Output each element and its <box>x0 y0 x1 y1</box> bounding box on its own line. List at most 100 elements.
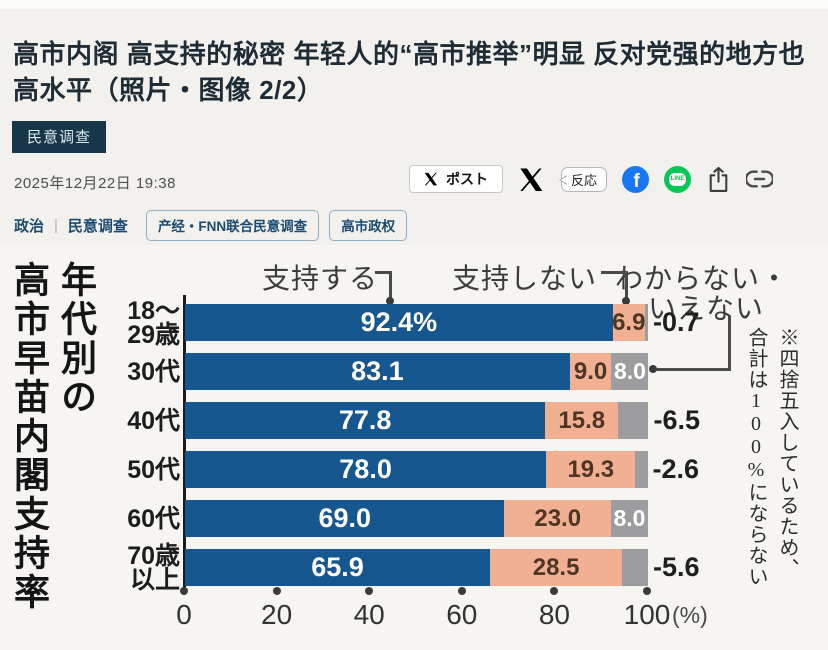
value-label-outside: -0.7 <box>653 307 700 337</box>
bar-segment-support: 69.0 <box>185 500 505 537</box>
link-icon[interactable] <box>746 169 773 189</box>
line-icon[interactable]: LINE <box>664 165 691 193</box>
value-label: 8.0 <box>613 358 646 384</box>
bar-row: 65.9 28.5 -5.6 <box>185 549 700 586</box>
x-post-label: ポスト <box>445 171 488 187</box>
category-label: 30代 <box>127 357 180 386</box>
category-label: 40代 <box>127 406 180 435</box>
value-label: 28.5 <box>532 553 580 581</box>
reaction-button[interactable]: 反応 <box>558 166 607 192</box>
x-tick-label: 80 <box>538 599 570 630</box>
value-label-outside: -2.6 <box>652 454 700 484</box>
bar-row: 69.0 23.0 8.0 <box>185 500 648 537</box>
legend-oppose: 支持しない <box>452 263 598 294</box>
connector-oppose-h <box>601 271 628 274</box>
value-label: 9.0 <box>573 357 608 385</box>
x-tick-dot <box>643 587 651 595</box>
bar-segment-unknown: 8.0 <box>610 500 648 537</box>
facebook-icon[interactable]: f <box>622 165 649 193</box>
category-label: 50代 <box>127 455 180 484</box>
bar-segment-support: 78.0 <box>185 451 547 488</box>
chart-vertical-title: 年代別の 高市早苗内閣支持率 <box>9 261 97 612</box>
publish-date: 2025年12月22日 19:38 <box>14 175 176 192</box>
plot-area: 92.4% 6.9 -0.7 83.1 9.0 8.0 77.8 15.8 -6.5 78.0 19… <box>185 304 700 587</box>
tag-chip-takaichi-government[interactable]: 高市政权 <box>329 210 408 241</box>
legend-support: 支持する <box>262 263 379 294</box>
bar-segment-oppose: 23.0 <box>504 500 611 537</box>
connector-support-v <box>389 271 392 301</box>
bar-segment-unknown <box>644 304 648 341</box>
tag-link-politics[interactable]: 政治 <box>14 218 45 235</box>
chart-note: ※四捨五入しているため、 合計は100%にならない <box>745 327 798 587</box>
x-tick-dot <box>550 587 559 595</box>
value-label: 78.0 <box>339 454 392 484</box>
y-axis-line <box>183 295 186 589</box>
value-label: 65.9 <box>311 552 364 582</box>
approval-chart: 年代別の 高市早苗内閣支持率 支持する 支持しない わからない・ いえない 18… <box>0 245 828 650</box>
x-post-button[interactable]: ポスト <box>408 165 503 193</box>
category-label: 18〜 29歳 <box>127 296 180 349</box>
title-line-2: 高水平（照片・图像 2/2） <box>13 75 324 105</box>
connector-support-dot <box>386 297 394 305</box>
value-label-outside: -5.6 <box>653 552 700 582</box>
connector-oppose-v <box>625 271 628 301</box>
bar-segment-support: 65.9 <box>185 549 491 586</box>
bar-row: 92.4% 6.9 -0.7 <box>185 304 700 341</box>
bar-row: 77.8 15.8 -6.5 <box>185 402 700 439</box>
share-icon[interactable] <box>706 166 731 193</box>
x-tick-label: 0 <box>176 599 192 630</box>
x-tick-dot <box>457 587 466 595</box>
page-title: 高市内阁 高支持的秘密 年轻人的“高市推举”明显 反对党强的地方也 高水平（照片… <box>13 36 813 108</box>
connector-unknown-v <box>728 316 731 371</box>
x-logo-icon-small <box>424 172 438 186</box>
title-line-1: 高市内阁 高支持的秘密 年轻人的“高市推举”明显 反对党强的地方也 <box>13 39 806 69</box>
bar-segment-oppose: 15.8 <box>545 402 619 439</box>
connector-unknown-dot <box>649 365 657 373</box>
x-tick-label: 60 <box>446 599 478 630</box>
value-label-outside: -6.5 <box>653 405 700 435</box>
value-label: 83.1 <box>351 356 404 386</box>
reaction-label: 反応 <box>570 172 597 188</box>
tags-row: 政治 | 民意调查 产经・FNN联合民意调查 高市政权 <box>14 210 408 241</box>
category-badge[interactable]: 民意调查 <box>12 121 107 153</box>
bar-segment-oppose: 19.3 <box>546 451 636 488</box>
x-axis-unit: (%) <box>672 602 708 628</box>
x-tick-dot <box>365 587 374 595</box>
bar-segment-unknown <box>622 549 648 586</box>
value-label: 15.8 <box>558 406 606 434</box>
value-label: 69.0 <box>318 503 372 533</box>
x-logo-icon[interactable] <box>518 165 546 193</box>
x-tick-label: 100 <box>623 599 671 630</box>
bar-segment-support: 92.4% <box>185 304 613 341</box>
bar-row: 78.0 19.3 -2.6 <box>185 451 699 488</box>
x-tick-dot <box>272 587 281 595</box>
top-strip <box>0 0 828 9</box>
connector-unknown-h <box>654 368 731 371</box>
legend-unknown-line1: わからない・ <box>615 263 790 294</box>
connector-oppose-dot <box>622 297 630 305</box>
bar-segment-support: 83.1 <box>185 353 570 390</box>
tag-link-poll[interactable]: 民意调查 <box>67 218 128 235</box>
value-label: 8.0 <box>613 505 646 531</box>
tag-separator: | <box>54 217 58 234</box>
bar-segment-oppose: 9.0 <box>569 353 612 390</box>
bar-segment-unknown: 8.0 <box>611 353 649 390</box>
category-label: 60代 <box>127 504 180 533</box>
legend-unknown-line2: いえない <box>648 293 765 324</box>
bar-segment-unknown <box>635 451 648 488</box>
tag-chip-fnn-poll[interactable]: 产经・FNN联合民意调查 <box>145 210 320 241</box>
value-label: 77.8 <box>338 405 392 435</box>
bar-segment-unknown <box>618 402 649 439</box>
value-label: 23.0 <box>534 504 582 532</box>
connector-support-h <box>375 271 392 274</box>
social-share-bar: ポスト 反応 f LINE <box>408 165 773 193</box>
x-tick-label: 40 <box>353 599 385 630</box>
category-label: 70歳 以上 <box>127 541 180 594</box>
value-label: 6.9 <box>612 308 646 336</box>
bar-row: 83.1 9.0 8.0 <box>185 353 649 390</box>
value-label: 19.3 <box>567 455 615 483</box>
bar-segment-support: 77.8 <box>185 402 546 439</box>
x-tick-label: 20 <box>261 599 293 630</box>
bar-segment-oppose: 28.5 <box>490 549 623 586</box>
